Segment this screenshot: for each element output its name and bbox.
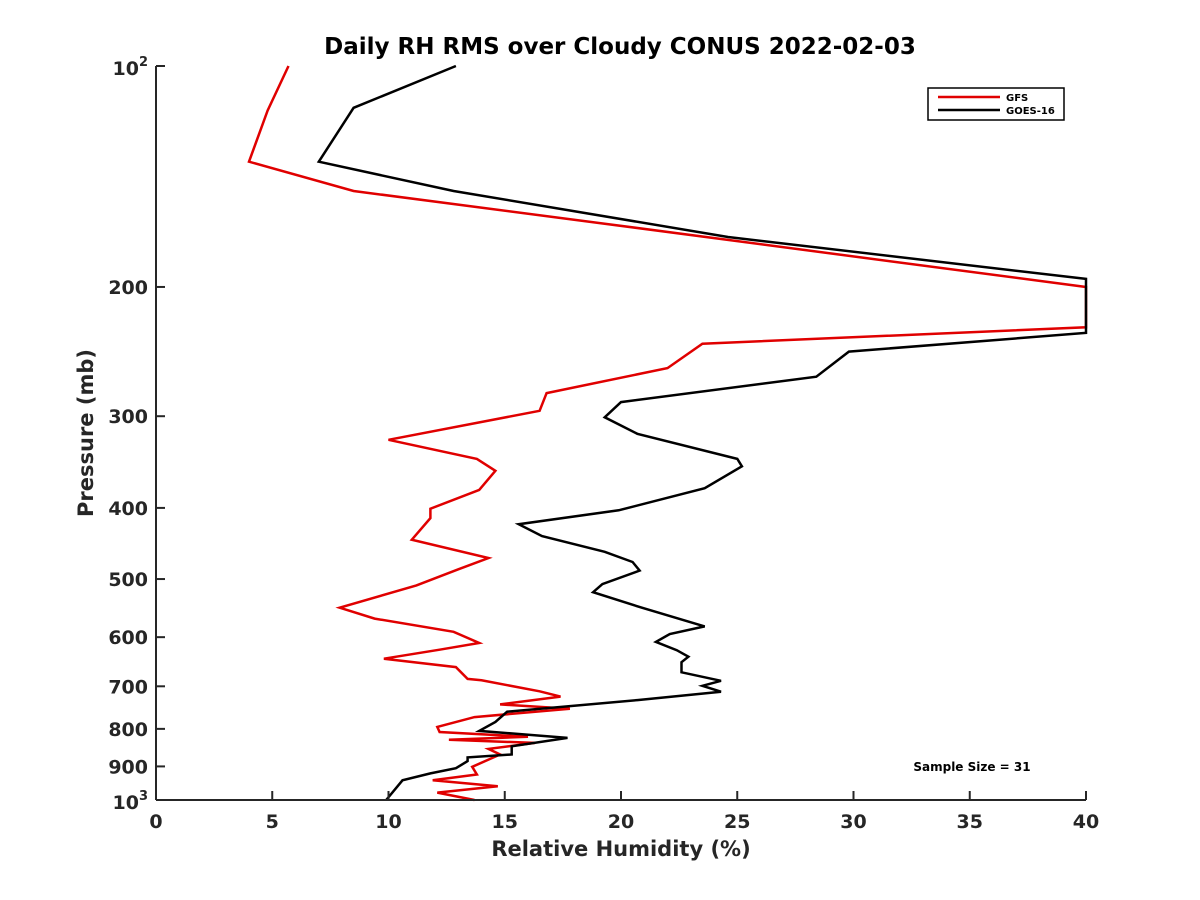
- series-group: [247, 64, 1088, 802]
- x-tick-label: 10: [375, 811, 401, 833]
- y-tick-group: 102 200 300 400 500 600 700 800 900 103: [108, 55, 165, 814]
- y-axis-label: Pressure (mb): [74, 349, 98, 517]
- sample-size-annotation: Sample Size = 31: [913, 760, 1030, 774]
- legend-label-gfs: GFS: [1006, 93, 1028, 104]
- chart-title: Daily RH RMS over Cloudy CONUS 2022-02-0…: [324, 34, 916, 60]
- y-tick-label: 900: [108, 756, 148, 778]
- series-line-goes-16: [316, 64, 1088, 801]
- y-tick-label: 102: [113, 55, 149, 80]
- y-tick-label: 700: [108, 676, 148, 698]
- legend: GFS GOES-16: [927, 87, 1065, 121]
- y-tick-label: 800: [108, 719, 148, 741]
- x-tick-label: 25: [724, 811, 750, 833]
- y-tick-label: 500: [108, 569, 148, 591]
- y-tick-label: 400: [108, 498, 148, 520]
- x-tick-label: 30: [840, 811, 866, 833]
- x-tick-group: 0 5 10 15 20 25 30 35 40: [149, 791, 1099, 833]
- x-tick-label: 40: [1073, 811, 1099, 833]
- x-tick-label: 20: [608, 811, 634, 833]
- legend-box: [927, 87, 1065, 121]
- x-tick-label: 5: [266, 811, 279, 833]
- legend-label-goes-16: GOES-16: [1006, 106, 1055, 117]
- y-tick-label: 103: [113, 789, 149, 814]
- y-tick-label: 200: [108, 277, 148, 299]
- x-axis-label: Relative Humidity (%): [491, 837, 750, 861]
- plot-area: 0 5 10 15 20 25 30 35 40 102 200 300 400 500 600 700 80…: [108, 55, 1099, 833]
- x-tick-label: 0: [149, 811, 162, 833]
- x-tick-label: 35: [957, 811, 983, 833]
- y-tick-label: 600: [108, 627, 148, 649]
- y-tick-label: 300: [108, 406, 148, 428]
- x-tick-label: 15: [492, 811, 518, 833]
